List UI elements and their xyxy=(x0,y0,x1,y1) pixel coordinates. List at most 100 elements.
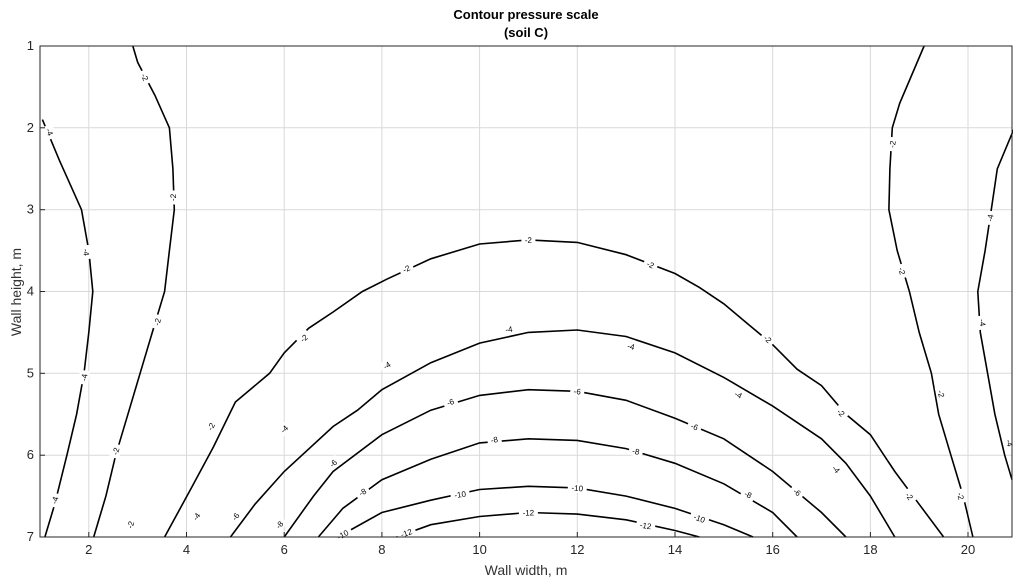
contour-label-bg xyxy=(80,244,93,260)
contour-label-group: -2 xyxy=(901,487,918,505)
contour-label-bg xyxy=(48,492,62,509)
contour-label-bg xyxy=(518,507,539,518)
contour-label-bg xyxy=(729,386,748,403)
contour-label: -2 xyxy=(525,236,533,245)
contour-label-group: -8 xyxy=(353,484,371,500)
contour-label-group: -6 xyxy=(324,454,342,472)
contour-label: -2 xyxy=(835,407,847,419)
contour-label-group: -2 xyxy=(123,516,138,533)
contour-label-bg xyxy=(627,444,644,458)
contour-label-group: -4 xyxy=(1002,434,1013,451)
contour-label-bg xyxy=(521,234,536,246)
contour-label: -2 xyxy=(903,491,915,503)
contour-label-bg xyxy=(227,507,244,526)
x-tick-label: 2 xyxy=(85,542,92,557)
contour-label-bg xyxy=(137,68,153,86)
contour-line-dome xyxy=(163,239,945,538)
contour-label-group: -10 xyxy=(449,488,471,501)
contour-label: -6 xyxy=(328,458,340,470)
contour-label: -4 xyxy=(977,319,987,328)
contour-label-bg xyxy=(623,339,639,353)
contour-label: -4 xyxy=(626,342,636,353)
contour-label: -4 xyxy=(191,511,203,523)
contour-label: -6 xyxy=(689,421,699,432)
contour-label-group: -4 xyxy=(623,339,639,353)
contour-label-group: -6 xyxy=(441,394,459,410)
contour-label-group: -8 xyxy=(739,486,757,503)
contour-label-group: -4 xyxy=(729,386,748,403)
contour-label-bg xyxy=(449,488,471,501)
x-tick-label: 8 xyxy=(378,542,385,557)
contour-label: -4 xyxy=(733,389,744,401)
contour-label-group: -4 xyxy=(984,210,996,226)
contour-label-bg xyxy=(567,481,588,494)
contour-label-bg xyxy=(109,443,123,460)
contour-label-group: -4 xyxy=(80,244,93,260)
contour-label-group: -2 xyxy=(167,190,179,205)
contour-label-group: -4 xyxy=(48,492,62,509)
contour-label-bg xyxy=(123,516,138,533)
contour-label-bg xyxy=(150,313,164,330)
contour-label-bg xyxy=(324,454,342,472)
contour-label-group: -6 xyxy=(788,483,806,501)
contour-label-group: -4 xyxy=(42,123,58,141)
y-tick-label: 2 xyxy=(27,120,34,135)
contour-label-group: -6 xyxy=(227,507,244,526)
contour-label-bg xyxy=(984,210,996,226)
contour-label-group: -10 xyxy=(567,481,588,494)
contour-label-group: -2 xyxy=(642,257,660,272)
contour-label-group: -2 xyxy=(295,329,313,347)
contour-label-bg xyxy=(42,123,58,141)
contour-label: -4 xyxy=(80,373,90,382)
contour-label-bg xyxy=(688,510,711,527)
x-axis-label: Wall width, m xyxy=(485,562,568,578)
contour-label: -2 xyxy=(111,446,122,456)
contour-label-group: -6 xyxy=(686,419,703,434)
x-tick-label: 12 xyxy=(570,542,584,557)
chart-title: Contour pressure scale xyxy=(453,7,598,22)
contour-label-group: -4 xyxy=(378,357,396,374)
contour-label: -4 xyxy=(1004,438,1013,448)
contour-label: -12 xyxy=(400,527,414,540)
x-tick-label: 20 xyxy=(961,542,975,557)
contour-label: -12 xyxy=(523,508,535,517)
contour-label-group: -12 xyxy=(635,519,656,532)
contour-label-bg xyxy=(954,488,968,505)
contour-label-bg xyxy=(901,487,918,505)
contour-label: -6 xyxy=(573,387,582,397)
x-tick-label: 10 xyxy=(472,542,486,557)
contour-label: -6 xyxy=(446,397,456,408)
y-tick-label: 5 xyxy=(27,365,34,380)
contour-label: -2 xyxy=(401,263,412,274)
contour-label: -10 xyxy=(571,483,584,493)
contour-label: -8 xyxy=(631,446,641,457)
contour-label-group: -2 xyxy=(150,313,164,330)
contour-label-group: -4 xyxy=(78,369,90,386)
contour-label-group: -2 xyxy=(397,261,415,277)
contour-label-bg xyxy=(686,419,703,434)
contour-label: -8 xyxy=(490,435,499,445)
contour-label-group: -4 xyxy=(827,460,845,478)
contour-label-bg xyxy=(167,190,179,205)
contour-labels: -4 -4 -4 -4 -2 -2 -2 -2 -2 -2 -2 -2 -2 -2 -2 -2 -2 -4 -4 -4… xyxy=(42,68,1013,544)
contour-label-bg xyxy=(976,315,989,331)
y-axis-label: Wall height, m xyxy=(8,248,24,336)
contour-label-bg xyxy=(295,329,313,347)
contour-label-bg xyxy=(642,257,660,272)
contour-label: -2 xyxy=(762,334,774,346)
contour-label-group: -2 xyxy=(109,443,123,460)
contour-label: -2 xyxy=(896,267,907,277)
contour-label: -10 xyxy=(454,490,467,501)
contour-label-group: -6 xyxy=(569,385,585,398)
contour-label-bg xyxy=(788,483,806,501)
contour-label-bg xyxy=(78,369,90,386)
contour-line-dome xyxy=(317,437,798,538)
contour-line-dome xyxy=(396,511,700,538)
contour-line-dome xyxy=(229,329,896,538)
contour-label: -2 xyxy=(169,193,178,201)
y-tick-label: 1 xyxy=(27,38,34,53)
contour-label-group: -2 xyxy=(895,262,909,280)
contour-label-bg xyxy=(441,394,459,410)
contour-label: -2 xyxy=(936,389,947,399)
contour-lines xyxy=(41,45,1013,538)
